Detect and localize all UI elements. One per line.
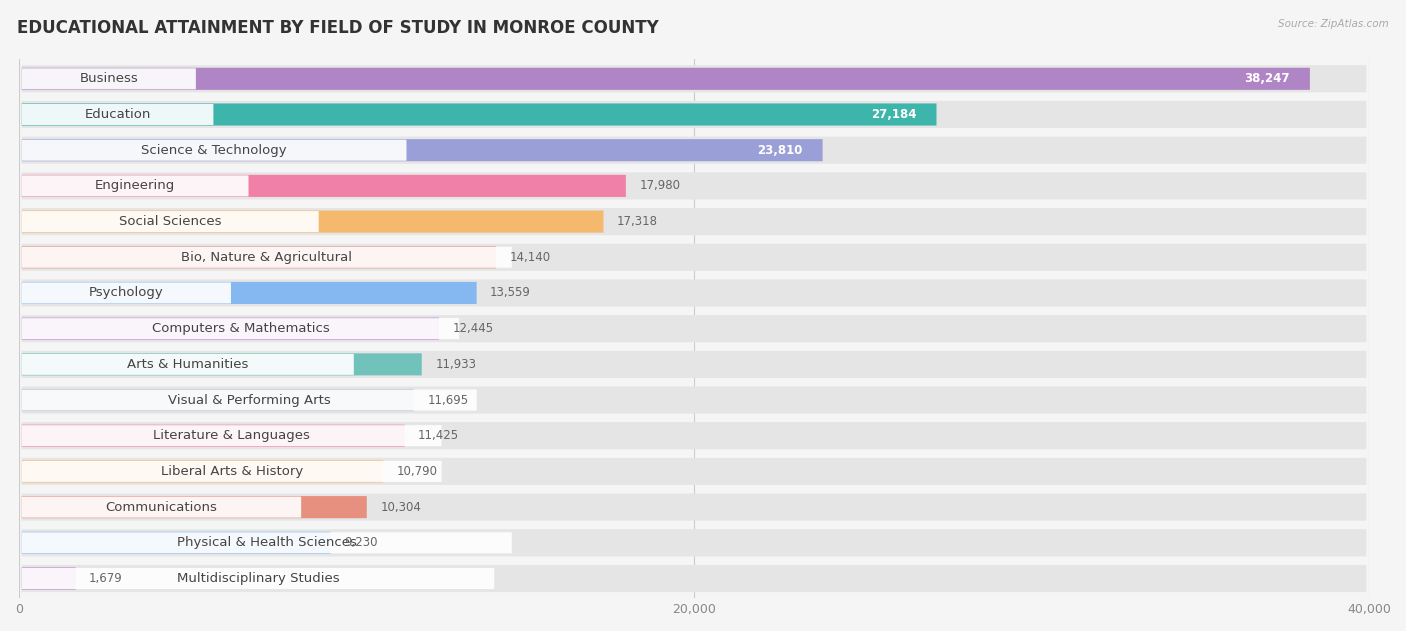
FancyBboxPatch shape — [21, 139, 406, 161]
FancyBboxPatch shape — [21, 175, 249, 196]
FancyBboxPatch shape — [21, 317, 439, 339]
FancyBboxPatch shape — [21, 101, 1367, 128]
FancyBboxPatch shape — [21, 567, 76, 589]
Text: Computers & Mathematics: Computers & Mathematics — [152, 322, 329, 335]
FancyBboxPatch shape — [21, 354, 354, 375]
FancyBboxPatch shape — [21, 389, 413, 411]
Text: Multidisciplinary Studies: Multidisciplinary Studies — [177, 572, 339, 585]
FancyBboxPatch shape — [21, 175, 626, 197]
Text: 10,790: 10,790 — [396, 465, 437, 478]
Text: Arts & Humanities: Arts & Humanities — [127, 358, 249, 371]
FancyBboxPatch shape — [21, 137, 1367, 164]
FancyBboxPatch shape — [21, 497, 301, 517]
Text: 11,425: 11,425 — [418, 429, 460, 442]
FancyBboxPatch shape — [21, 244, 1367, 271]
Text: 27,184: 27,184 — [870, 108, 917, 121]
Text: Liberal Arts & History: Liberal Arts & History — [160, 465, 302, 478]
FancyBboxPatch shape — [21, 315, 1367, 342]
Text: Business: Business — [79, 73, 138, 85]
FancyBboxPatch shape — [21, 139, 823, 162]
Text: Bio, Nature & Agricultural: Bio, Nature & Agricultural — [181, 251, 353, 264]
FancyBboxPatch shape — [21, 493, 1367, 521]
FancyBboxPatch shape — [21, 103, 936, 126]
Text: Visual & Performing Arts: Visual & Performing Arts — [167, 394, 330, 406]
FancyBboxPatch shape — [21, 65, 1367, 92]
Text: Social Sciences: Social Sciences — [120, 215, 222, 228]
Text: 11,695: 11,695 — [427, 394, 468, 406]
FancyBboxPatch shape — [21, 458, 1367, 485]
FancyBboxPatch shape — [21, 422, 1367, 449]
FancyBboxPatch shape — [21, 280, 1367, 307]
FancyBboxPatch shape — [21, 208, 1367, 235]
Text: Engineering: Engineering — [96, 179, 176, 192]
Text: Source: ZipAtlas.com: Source: ZipAtlas.com — [1278, 19, 1389, 29]
FancyBboxPatch shape — [21, 425, 405, 447]
FancyBboxPatch shape — [21, 533, 512, 553]
FancyBboxPatch shape — [21, 565, 1367, 592]
Text: 17,318: 17,318 — [617, 215, 658, 228]
FancyBboxPatch shape — [21, 282, 477, 304]
FancyBboxPatch shape — [21, 318, 460, 339]
Text: 23,810: 23,810 — [756, 144, 803, 156]
Text: 11,933: 11,933 — [436, 358, 477, 371]
FancyBboxPatch shape — [21, 461, 441, 482]
FancyBboxPatch shape — [21, 425, 441, 446]
Text: Psychology: Psychology — [89, 286, 163, 300]
Text: Physical & Health Sciences: Physical & Health Sciences — [177, 536, 357, 550]
FancyBboxPatch shape — [21, 461, 384, 483]
Text: Literature & Languages: Literature & Languages — [153, 429, 311, 442]
FancyBboxPatch shape — [21, 211, 603, 233]
FancyBboxPatch shape — [21, 386, 1367, 413]
FancyBboxPatch shape — [21, 351, 1367, 378]
Text: 1,679: 1,679 — [89, 572, 122, 585]
FancyBboxPatch shape — [21, 172, 1367, 199]
FancyBboxPatch shape — [21, 389, 477, 411]
FancyBboxPatch shape — [21, 568, 495, 589]
FancyBboxPatch shape — [21, 529, 1367, 557]
Text: 13,559: 13,559 — [491, 286, 531, 300]
Text: Education: Education — [84, 108, 150, 121]
FancyBboxPatch shape — [21, 246, 496, 268]
FancyBboxPatch shape — [21, 211, 319, 232]
FancyBboxPatch shape — [21, 532, 330, 554]
Text: 17,980: 17,980 — [640, 179, 681, 192]
FancyBboxPatch shape — [21, 283, 231, 304]
Text: 14,140: 14,140 — [510, 251, 551, 264]
FancyBboxPatch shape — [21, 68, 195, 90]
Text: Science & Technology: Science & Technology — [141, 144, 287, 156]
FancyBboxPatch shape — [21, 68, 1310, 90]
FancyBboxPatch shape — [21, 353, 422, 375]
FancyBboxPatch shape — [21, 104, 214, 125]
Text: 10,304: 10,304 — [380, 500, 422, 514]
FancyBboxPatch shape — [21, 496, 367, 518]
Text: 9,230: 9,230 — [344, 536, 378, 550]
Text: EDUCATIONAL ATTAINMENT BY FIELD OF STUDY IN MONROE COUNTY: EDUCATIONAL ATTAINMENT BY FIELD OF STUDY… — [17, 19, 658, 37]
Text: 12,445: 12,445 — [453, 322, 494, 335]
FancyBboxPatch shape — [21, 247, 512, 268]
Text: Communications: Communications — [105, 500, 218, 514]
Text: 38,247: 38,247 — [1244, 73, 1289, 85]
